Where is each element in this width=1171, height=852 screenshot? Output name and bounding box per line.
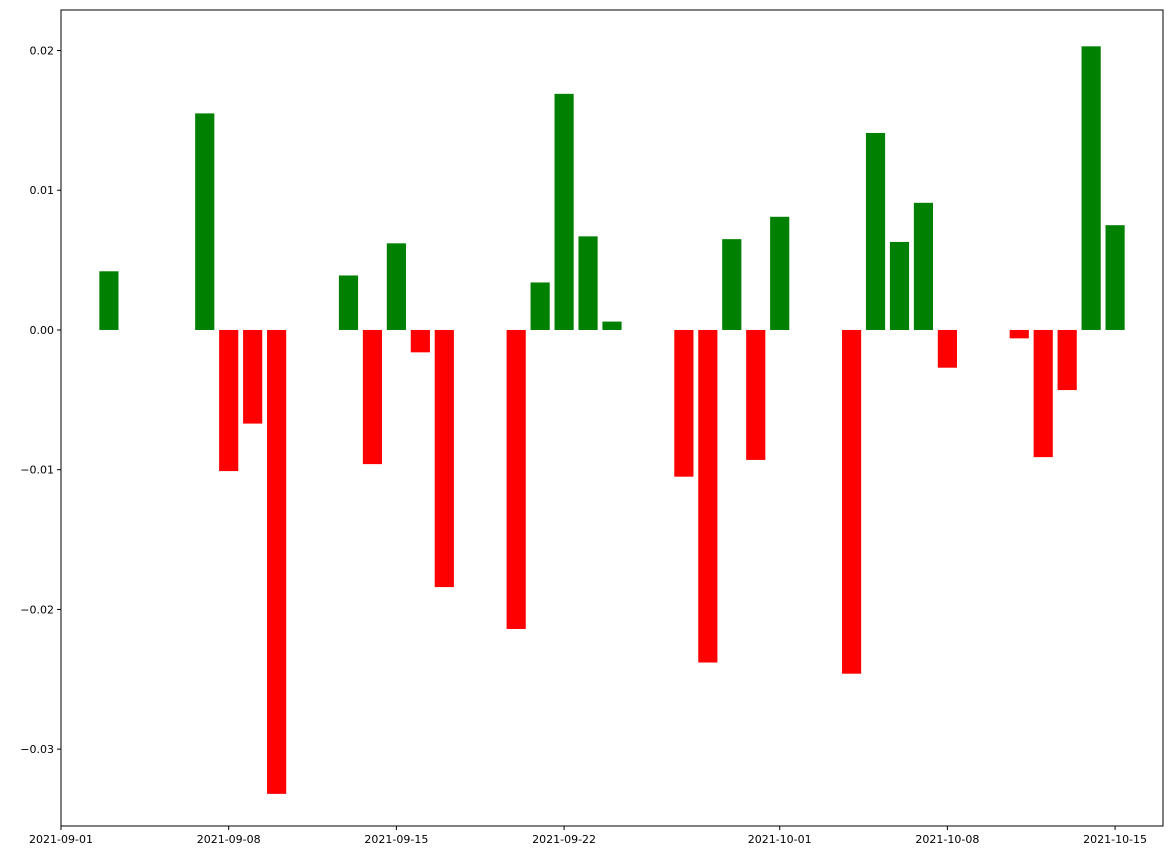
- y-tick-label: −0.02: [20, 603, 54, 616]
- x-tick-label: 2021-09-22: [532, 833, 596, 846]
- plot-frame: [60, 9, 1164, 827]
- x-axis: 2021-09-01 2021-09-08 2021-09-15 2021-09-22…: [29, 826, 1147, 846]
- bar-2021-09-03: [99, 271, 119, 330]
- bar-2021-10-08: [937, 329, 957, 368]
- bar-2021-10-07: [913, 202, 934, 330]
- x-tick-label: 2021-10-01: [748, 833, 812, 846]
- bar-2021-09-20: [506, 329, 526, 629]
- x-tick-label: 2021-09-15: [364, 833, 428, 846]
- bar-2021-10-14: [1081, 46, 1101, 330]
- bars-group: [99, 46, 1125, 794]
- x-tick-label: 2021-09-08: [197, 833, 261, 846]
- bar-2021-10-04: [841, 329, 862, 674]
- bar-2021-09-27: [674, 329, 694, 477]
- x-tick-label: 2021-10-08: [915, 833, 979, 846]
- bar-2021-09-13: [338, 275, 359, 330]
- bar-2021-10-11: [1009, 329, 1029, 339]
- bar-2021-09-14: [362, 329, 383, 465]
- bar-2021-09-07: [195, 113, 215, 330]
- bar-2021-09-28: [698, 329, 718, 663]
- bar-2021-09-24: [602, 321, 622, 330]
- bar-2021-10-15: [1105, 225, 1125, 330]
- x-tick-label: 2021-09-01: [29, 833, 93, 846]
- bar-2021-09-30: [746, 329, 766, 460]
- bar-2021-10-05: [865, 132, 886, 330]
- bar-2021-09-10: [267, 329, 287, 794]
- bar-2021-09-17: [434, 329, 454, 588]
- bar-2021-09-16: [410, 329, 430, 353]
- bar-2021-09-09: [243, 329, 263, 424]
- bar-2021-10-13: [1057, 329, 1077, 391]
- bar-2021-09-15: [386, 243, 406, 330]
- bar-2021-09-22: [554, 93, 574, 330]
- y-tick-label: −0.01: [20, 464, 54, 477]
- y-axis: −0.03 −0.02 −0.01 0.00 0.01 0.02: [20, 45, 61, 756]
- bar-2021-09-29: [722, 239, 742, 330]
- y-tick-label: 0.01: [30, 184, 55, 197]
- bar-2021-10-01: [770, 216, 790, 330]
- x-tick-label: 2021-10-15: [1083, 833, 1147, 846]
- y-tick-label: 0.00: [30, 324, 55, 337]
- y-tick-label: 0.02: [30, 45, 55, 58]
- bar-2021-09-08: [219, 329, 239, 472]
- bar-2021-09-23: [578, 236, 598, 330]
- y-tick-label: −0.03: [20, 743, 54, 756]
- bar-2021-10-12: [1033, 329, 1053, 458]
- bar-2021-10-06: [889, 241, 910, 330]
- bar-2021-09-21: [530, 282, 550, 330]
